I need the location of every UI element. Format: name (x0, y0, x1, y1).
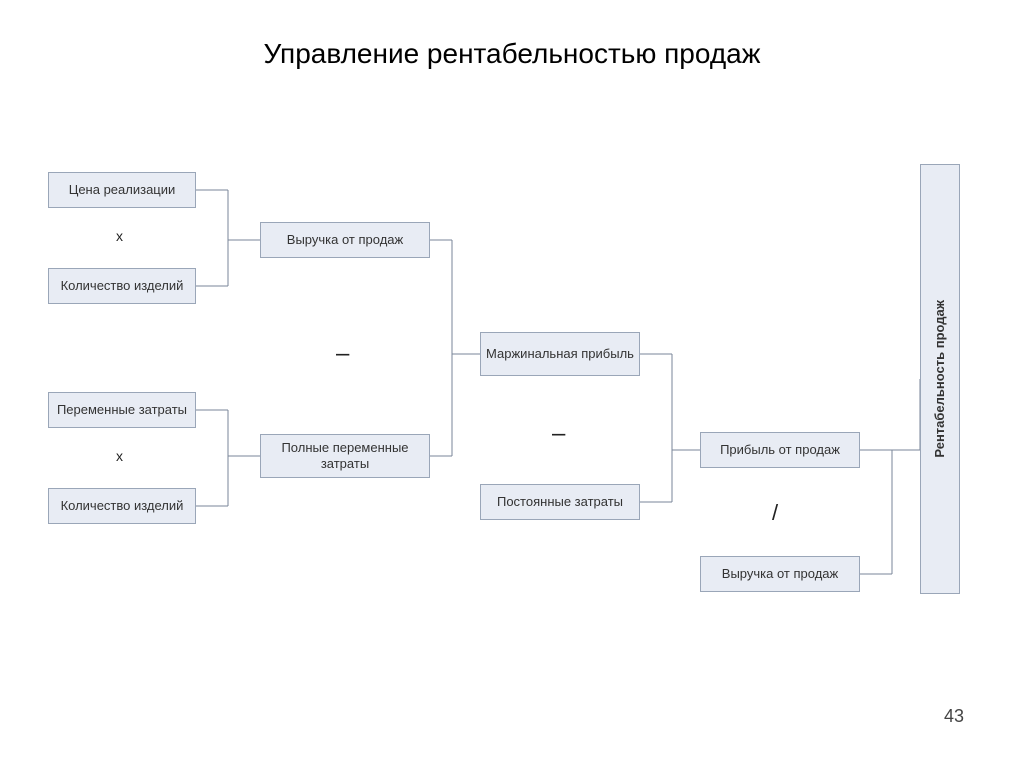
operator-3: – (552, 420, 565, 448)
flowchart-node-n7: Маржинальная прибыль (480, 332, 640, 376)
flowchart-node-n8: Постоянные затраты (480, 484, 640, 520)
flowchart-node-n2: Количество изделий (48, 268, 196, 304)
flowchart-node-n11: Рентабельность продаж (920, 164, 960, 594)
operator-0: x (116, 228, 123, 244)
flowchart-node-n6: Полные переменные затраты (260, 434, 430, 478)
operator-1: x (116, 448, 123, 464)
flowchart-node-n4: Переменные затраты (48, 392, 196, 428)
operator-4: / (772, 500, 778, 526)
operator-2: – (336, 340, 349, 368)
flowchart-node-n1: Цена реализации (48, 172, 196, 208)
page-number: 43 (944, 706, 964, 727)
flowchart-node-n3: Выручка от продаж (260, 222, 430, 258)
flowchart-node-n9: Прибыль от продаж (700, 432, 860, 468)
page-title: Управление рентабельностью продаж (0, 38, 1024, 70)
flowchart-node-n5: Количество изделий (48, 488, 196, 524)
flowchart-node-n10: Выручка от продаж (700, 556, 860, 592)
connector-layer (0, 0, 1024, 767)
